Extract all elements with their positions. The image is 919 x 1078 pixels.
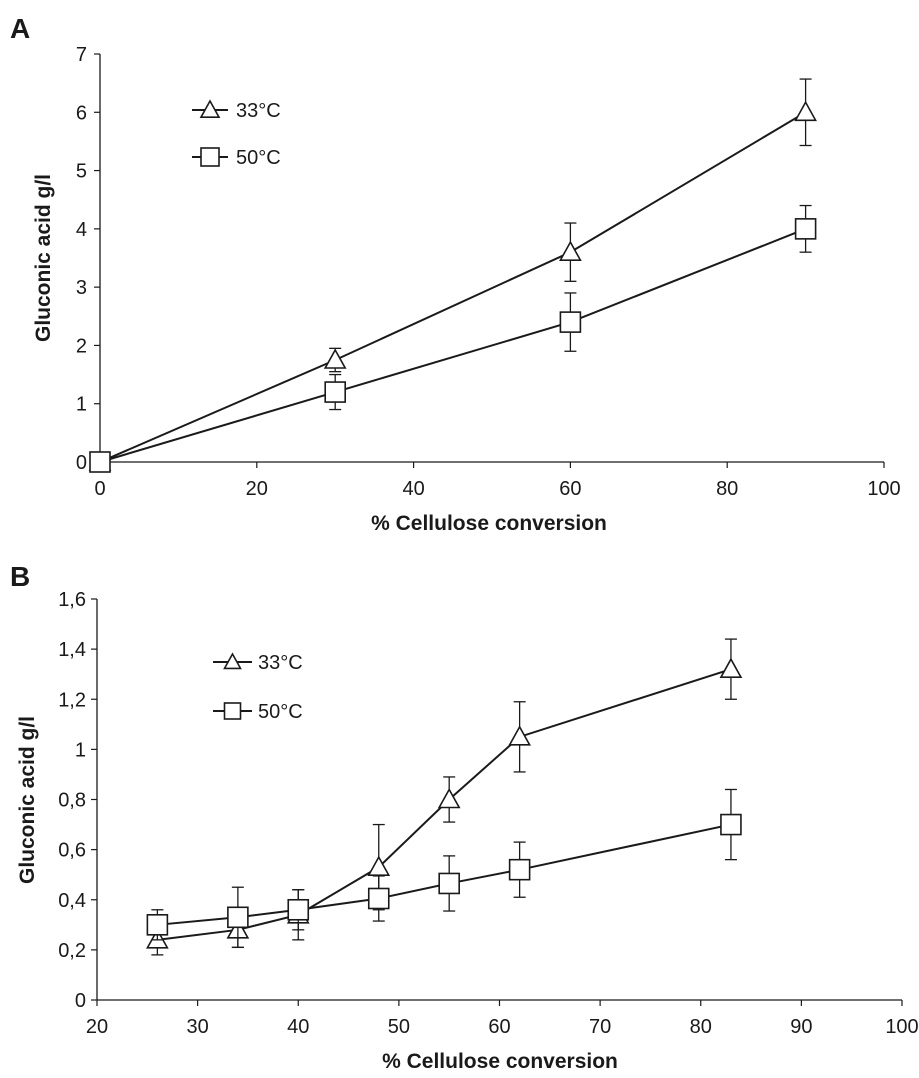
data-point-square xyxy=(227,906,249,929)
x-tick-label: 40 xyxy=(287,1016,309,1038)
data-point-triangle xyxy=(559,240,582,261)
series-line xyxy=(99,111,807,463)
y-tick-label: 0,2 xyxy=(58,940,86,962)
data-point-square xyxy=(720,813,742,836)
y-tick-label: 5 xyxy=(76,161,87,183)
legend-label: 50°C xyxy=(236,147,281,169)
y-tick-label: 7 xyxy=(76,44,87,66)
x-tick-label: 100 xyxy=(885,1016,918,1038)
legend-triangle-marker xyxy=(223,652,242,670)
legend-square-marker xyxy=(200,147,220,167)
panel-label: B xyxy=(10,561,30,592)
y-tick-label: 1 xyxy=(75,739,86,761)
x-tick-label: 20 xyxy=(86,1016,108,1038)
y-tick-label: 1,4 xyxy=(58,639,86,661)
legend-entry: 33°C xyxy=(192,99,281,122)
x-tick-label: 30 xyxy=(187,1016,209,1038)
y-tick-label: 2 xyxy=(76,335,87,357)
x-tick-label: 40 xyxy=(402,478,424,500)
y-tick-label: 0,8 xyxy=(58,790,86,812)
x-tick-label: 20 xyxy=(246,478,268,500)
data-point-triangle xyxy=(323,348,347,369)
x-tick-label: 100 xyxy=(867,478,900,500)
data-point-triangle xyxy=(437,787,461,809)
legend-label: 33°C xyxy=(258,652,303,674)
series-square xyxy=(89,204,817,473)
panel-label: A xyxy=(10,13,30,44)
panel-b: B 0 0,2 0,4 0,6 0,8 1 1,2 1,4 1,6 20 30 40 50 60 70 80 90… xyxy=(10,561,919,1073)
y-tick-label: 6 xyxy=(76,102,87,124)
y-tick-label: 1,2 xyxy=(58,689,86,711)
y-tick-label: 0 xyxy=(76,452,87,474)
y-axis-title: Gluconic acid g/l xyxy=(16,716,39,884)
series-triangle xyxy=(88,78,817,471)
data-point-triangle xyxy=(367,855,391,876)
x-tick-label: 80 xyxy=(690,1016,712,1038)
series-line xyxy=(99,227,806,463)
y-tick-label: 0,6 xyxy=(58,840,86,862)
data-point-triangle xyxy=(508,725,531,746)
x-tick-label: 90 xyxy=(790,1016,812,1038)
x-tick-label: 50 xyxy=(388,1016,410,1038)
data-point-triangle xyxy=(719,657,743,678)
legend-triangle-marker xyxy=(199,99,221,118)
data-point-square xyxy=(438,872,460,895)
y-tick-label: 1 xyxy=(76,394,87,416)
x-tick-label: 60 xyxy=(488,1016,510,1038)
x-axis-title: % Cellulose conversion xyxy=(371,512,607,535)
x-axis-title: % Cellulose conversion xyxy=(382,1050,618,1073)
data-point-square xyxy=(324,381,347,403)
x-tick-label: 0 xyxy=(94,478,105,500)
data-point-square xyxy=(508,858,531,881)
legend-entry: 33°C xyxy=(213,652,303,674)
y-tick-label: 0 xyxy=(75,990,86,1012)
data-point-triangle xyxy=(794,100,817,122)
panel-a: A 0 1 2 3 4 5 6 7 0 20 40 60 80 100 % Cellulose convers… xyxy=(10,13,901,535)
x-tick-label: 80 xyxy=(716,478,738,500)
data-point-square xyxy=(559,311,582,333)
y-axis-title: Gluconic acid g/l xyxy=(32,174,55,342)
data-point-square xyxy=(146,914,169,936)
x-tick-label: 60 xyxy=(559,478,581,500)
legend-entry: 50°C xyxy=(192,147,281,169)
series-square xyxy=(146,788,742,949)
data-point-square xyxy=(367,887,390,910)
data-point-square xyxy=(287,898,310,921)
legend-entry: 50°C xyxy=(213,701,303,723)
y-tick-label: 0,4 xyxy=(58,890,86,912)
x-tick-label: 70 xyxy=(589,1016,611,1038)
legend-label: 50°C xyxy=(258,701,303,723)
legend-label: 33°C xyxy=(236,100,281,122)
data-point-square xyxy=(89,451,111,473)
data-point-square xyxy=(794,218,817,240)
y-tick-label: 3 xyxy=(76,277,87,299)
y-tick-label: 4 xyxy=(76,219,87,241)
legend-square-marker xyxy=(223,702,242,720)
y-tick-label: 1,6 xyxy=(58,589,86,611)
